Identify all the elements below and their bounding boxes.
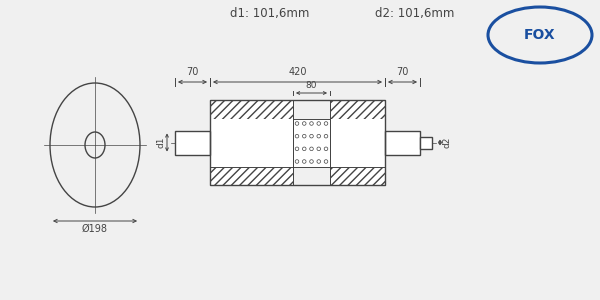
- Bar: [210, 100, 385, 185]
- Bar: [175, 130, 210, 154]
- Bar: [330, 100, 385, 118]
- Bar: [210, 118, 385, 166]
- Text: 420: 420: [288, 67, 307, 77]
- Text: 80: 80: [306, 81, 317, 90]
- Bar: [330, 167, 385, 185]
- Text: d1: d1: [156, 137, 165, 148]
- Text: 70: 70: [397, 67, 409, 77]
- Text: d2: 101,6mm: d2: 101,6mm: [376, 7, 455, 20]
- Text: 70: 70: [187, 67, 199, 77]
- Bar: [293, 118, 330, 166]
- Bar: [420, 136, 432, 148]
- Text: d2: d2: [442, 137, 451, 148]
- Text: Ø198: Ø198: [82, 224, 108, 234]
- Bar: [385, 130, 420, 154]
- Text: FOX: FOX: [524, 28, 556, 42]
- Text: d1: 101,6mm: d1: 101,6mm: [230, 7, 310, 20]
- Bar: [210, 167, 293, 185]
- Bar: [210, 100, 293, 118]
